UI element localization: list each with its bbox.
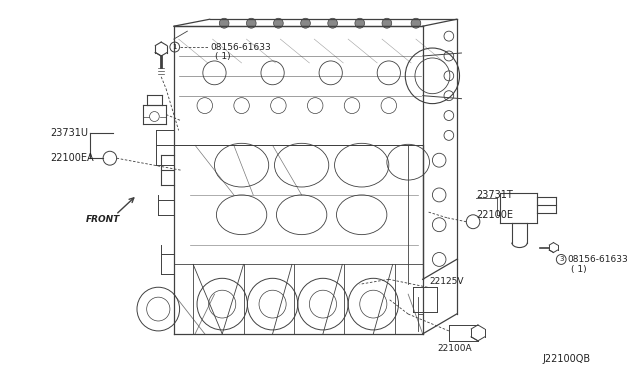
Text: 23731T: 23731T: [476, 190, 513, 200]
Text: 22100EA: 22100EA: [50, 153, 93, 163]
Text: 08156-61633: 08156-61633: [567, 255, 628, 264]
Text: 23731U: 23731U: [50, 128, 88, 138]
Circle shape: [273, 18, 284, 28]
Circle shape: [220, 18, 229, 28]
Circle shape: [411, 18, 420, 28]
Text: ( 1): ( 1): [571, 265, 586, 274]
Circle shape: [382, 18, 392, 28]
Circle shape: [246, 18, 256, 28]
Text: J22100QB: J22100QB: [542, 354, 590, 364]
Text: 1: 1: [173, 44, 177, 50]
Text: 08156-61633: 08156-61633: [211, 42, 271, 52]
Circle shape: [301, 18, 310, 28]
Text: 22100A: 22100A: [437, 344, 472, 353]
Text: 22100E: 22100E: [476, 210, 513, 220]
Circle shape: [355, 18, 365, 28]
Text: FRONT: FRONT: [86, 215, 120, 224]
Circle shape: [328, 18, 337, 28]
Text: 3: 3: [559, 256, 563, 263]
Text: 22125V: 22125V: [429, 277, 464, 286]
Text: ( 1): ( 1): [216, 52, 231, 61]
